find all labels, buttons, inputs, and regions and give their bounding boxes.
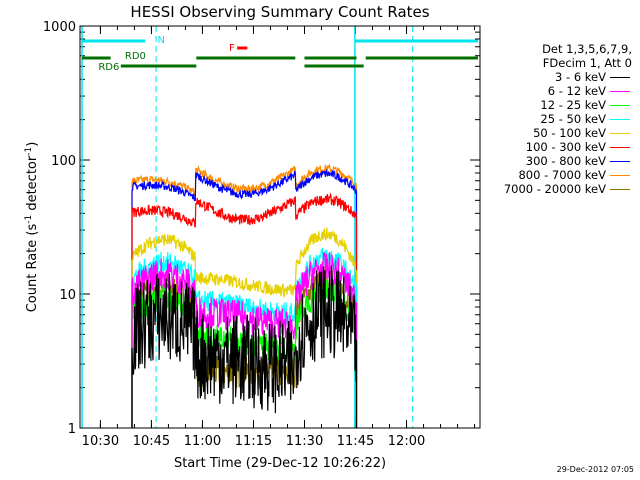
series-line <box>131 192 358 428</box>
x-tick-label: 11:45 <box>337 434 374 449</box>
rd6-flag-label: RD6 <box>98 62 119 73</box>
series-line <box>131 227 358 428</box>
footer-timestamp: 29-Dec-2012 07:05 <box>556 465 634 474</box>
legend-entry: 800 - 7000 keV <box>492 168 632 182</box>
y-tick-label: 100 <box>51 154 76 169</box>
night-flag-label: N <box>158 35 165 46</box>
legend-swatch <box>610 77 630 78</box>
legend-swatch <box>610 91 630 92</box>
legend-entry: 100 - 300 keV <box>492 140 632 154</box>
legend-entry: 3 - 6 keV <box>492 70 632 84</box>
legend-entry-label: 12 - 25 keV <box>540 98 606 112</box>
legend-entry-label: 100 - 300 keV <box>525 140 606 154</box>
rd0-flag-label: RD0 <box>125 51 146 62</box>
series-line <box>131 247 358 428</box>
legend-entry-label: 3 - 6 keV <box>555 70 606 84</box>
legend-entry-label: 800 - 7000 keV <box>518 168 606 182</box>
y-tick-label: 10 <box>59 288 76 303</box>
legend-swatch <box>610 119 630 120</box>
y-tick-label: 1000 <box>43 20 76 35</box>
legend-entry-label: 300 - 800 keV <box>525 154 606 168</box>
x-tick-label: 11:00 <box>184 434 221 449</box>
series-line <box>131 163 358 428</box>
legend-entry-label: 6 - 12 keV <box>547 84 606 98</box>
x-axis-label: Start Time (29-Dec-12 10:26:22) <box>174 456 386 471</box>
series-line <box>131 168 358 428</box>
x-tick-label: 10:45 <box>133 434 170 449</box>
x-tick-label: 10:30 <box>82 434 119 449</box>
legend-entry-label: 7000 - 20000 keV <box>503 182 606 196</box>
x-tick-label: 12:00 <box>388 434 425 449</box>
legend-entry-label: 50 - 100 keV <box>533 126 606 140</box>
legend-swatch <box>610 105 630 106</box>
legend-swatch <box>610 133 630 134</box>
legend: Det 1,3,5,6,7,9, FDecim 1, Att 0 3 - 6 k… <box>492 42 632 196</box>
legend-header-line-1: Det 1,3,5,6,7,9, <box>542 42 632 56</box>
y-axis-label: Count Rate (s-1 detector-1) <box>24 142 40 313</box>
y-tick-label: 1 <box>68 422 76 437</box>
x-tick-label: 11:30 <box>286 434 323 449</box>
legend-entry: 25 - 50 keV <box>492 112 632 126</box>
legend-swatch <box>610 175 630 176</box>
series-line <box>131 265 358 428</box>
legend-entry: 300 - 800 keV <box>492 154 632 168</box>
legend-entry-label: 25 - 50 keV <box>540 112 606 126</box>
legend-entry: 7000 - 20000 keV <box>492 182 632 196</box>
chart-title: HESSI Observing Summary Count Rates <box>130 3 429 21</box>
legend-swatch <box>610 161 630 162</box>
legend-swatch <box>610 189 630 190</box>
legend-header-line-2: FDecim 1, Att 0 <box>542 56 632 70</box>
legend-entry: 6 - 12 keV <box>492 84 632 98</box>
saa-flag-label: F <box>229 43 235 54</box>
legend-entry: 50 - 100 keV <box>492 126 632 140</box>
legend-swatch <box>610 147 630 148</box>
x-tick-label: 11:15 <box>235 434 272 449</box>
legend-entry: 12 - 25 keV <box>492 98 632 112</box>
plot-frame-overlay <box>79 25 481 429</box>
